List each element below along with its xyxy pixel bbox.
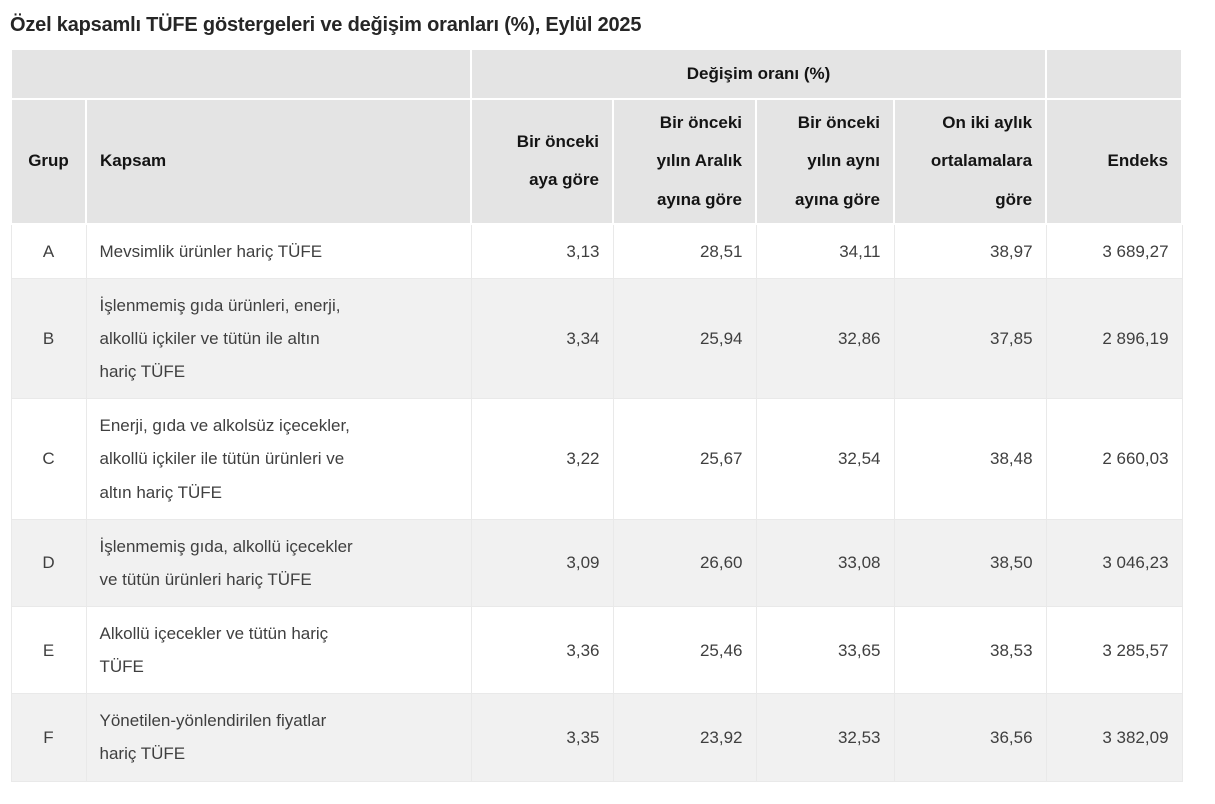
header-twelve-month-avg-change: On iki aylık ortalamalara göre bbox=[892, 98, 1048, 225]
kapsam-cell: Yönetilen-yönlendirilen fiyatlar hariç T… bbox=[85, 693, 472, 782]
group-cell: C bbox=[10, 398, 87, 520]
twelve-month-avg-cell: 38,53 bbox=[893, 606, 1047, 695]
table-row-f: F Yönetilen-yönlendirilen fiyatlar hariç… bbox=[10, 693, 1183, 782]
yoy-change-cell: 33,65 bbox=[755, 606, 895, 695]
empty-header-cell bbox=[10, 48, 472, 100]
since-december-change-cell: 25,67 bbox=[612, 398, 757, 520]
monthly-change-cell: 3,22 bbox=[470, 398, 614, 520]
since-december-change-cell: 28,51 bbox=[612, 223, 757, 279]
twelve-month-avg-cell: 36,56 bbox=[893, 693, 1047, 782]
change-rate-group-header: Değişim oranı (%) bbox=[469, 48, 1048, 100]
table-body: A Mevsimlik ürünler hariç TÜFE 3,13 28,5… bbox=[10, 223, 1183, 782]
monthly-change-cell: 3,13 bbox=[470, 223, 614, 279]
yoy-change-cell: 33,08 bbox=[755, 518, 895, 608]
twelve-month-avg-cell: 37,85 bbox=[893, 277, 1047, 400]
table-row-b: B İşlenmemiş gıda ürünleri, enerji, alko… bbox=[10, 277, 1183, 400]
kapsam-cell: Alkollü içecekler ve tütün hariç TÜFE bbox=[85, 606, 472, 695]
group-cell: A bbox=[10, 223, 87, 279]
group-cell: B bbox=[10, 277, 87, 400]
kapsam-cell: Mevsimlik ürünler hariç TÜFE bbox=[85, 223, 472, 279]
twelve-month-avg-cell: 38,48 bbox=[893, 398, 1047, 520]
table-row-e: E Alkollü içecekler ve tütün hariç TÜFE … bbox=[10, 606, 1183, 695]
page-title: Özel kapsamlı TÜFE göstergeleri ve değiş… bbox=[10, 14, 642, 36]
since-december-change-cell: 25,94 bbox=[612, 277, 757, 400]
header-since-december-change: Bir önceki yılın Aralık ayına göre bbox=[612, 98, 757, 225]
index-cell: 2 896,19 bbox=[1045, 277, 1183, 400]
table-row-a: A Mevsimlik ürünler hariç TÜFE 3,13 28,5… bbox=[10, 223, 1183, 279]
kapsam-cell: İşlenmemiş gıda ürünleri, enerji, alkoll… bbox=[85, 277, 472, 400]
yoy-change-cell: 32,53 bbox=[755, 693, 895, 782]
yoy-change-cell: 32,86 bbox=[755, 277, 895, 400]
group-header-row: Değişim oranı (%) bbox=[10, 48, 1184, 100]
group-cell: E bbox=[10, 606, 87, 695]
twelve-month-avg-cell: 38,50 bbox=[893, 518, 1047, 608]
tufe-special-indicators-table: Değişim oranı (%) Grup Kapsam Bir önceki… bbox=[10, 48, 1184, 782]
table-header: Değişim oranı (%) Grup Kapsam Bir önceki… bbox=[10, 48, 1184, 225]
index-cell: 3 046,23 bbox=[1045, 518, 1183, 608]
index-cell: 2 660,03 bbox=[1045, 398, 1183, 520]
column-header-row: Grup Kapsam Bir önceki aya göre Bir önce… bbox=[10, 98, 1184, 225]
yoy-change-cell: 32,54 bbox=[755, 398, 895, 520]
monthly-change-cell: 3,36 bbox=[470, 606, 614, 695]
index-cell: 3 382,09 bbox=[1045, 693, 1183, 782]
header-monthly-change: Bir önceki aya göre bbox=[470, 98, 614, 225]
index-cell: 3 285,57 bbox=[1045, 606, 1183, 695]
header-grup: Grup bbox=[10, 98, 87, 225]
kapsam-cell: İşlenmemiş gıda, alkollü içecekler ve tü… bbox=[85, 518, 472, 608]
group-cell: F bbox=[10, 693, 87, 782]
header-yoy-change: Bir önceki yılın aynı ayına göre bbox=[755, 98, 895, 225]
kapsam-cell: Enerji, gıda ve alkolsüz içecekler, alko… bbox=[85, 398, 472, 520]
group-cell: D bbox=[10, 518, 87, 608]
header-kapsam: Kapsam bbox=[85, 98, 472, 225]
monthly-change-cell: 3,34 bbox=[470, 277, 614, 400]
table-row-c: C Enerji, gıda ve alkolsüz içecekler, al… bbox=[10, 398, 1183, 520]
since-december-change-cell: 23,92 bbox=[612, 693, 757, 782]
yoy-change-cell: 34,11 bbox=[755, 223, 895, 279]
page: Özel kapsamlı TÜFE göstergeleri ve değiş… bbox=[10, 14, 1184, 782]
empty-header-cell bbox=[1045, 48, 1184, 100]
index-cell: 3 689,27 bbox=[1045, 223, 1183, 279]
since-december-change-cell: 25,46 bbox=[612, 606, 757, 695]
monthly-change-cell: 3,35 bbox=[470, 693, 614, 782]
header-endeks: Endeks bbox=[1045, 98, 1184, 225]
monthly-change-cell: 3,09 bbox=[470, 518, 614, 608]
since-december-change-cell: 26,60 bbox=[612, 518, 757, 608]
twelve-month-avg-cell: 38,97 bbox=[893, 223, 1047, 279]
table-row-d: D İşlenmemiş gıda, alkollü içecekler ve … bbox=[10, 518, 1183, 608]
